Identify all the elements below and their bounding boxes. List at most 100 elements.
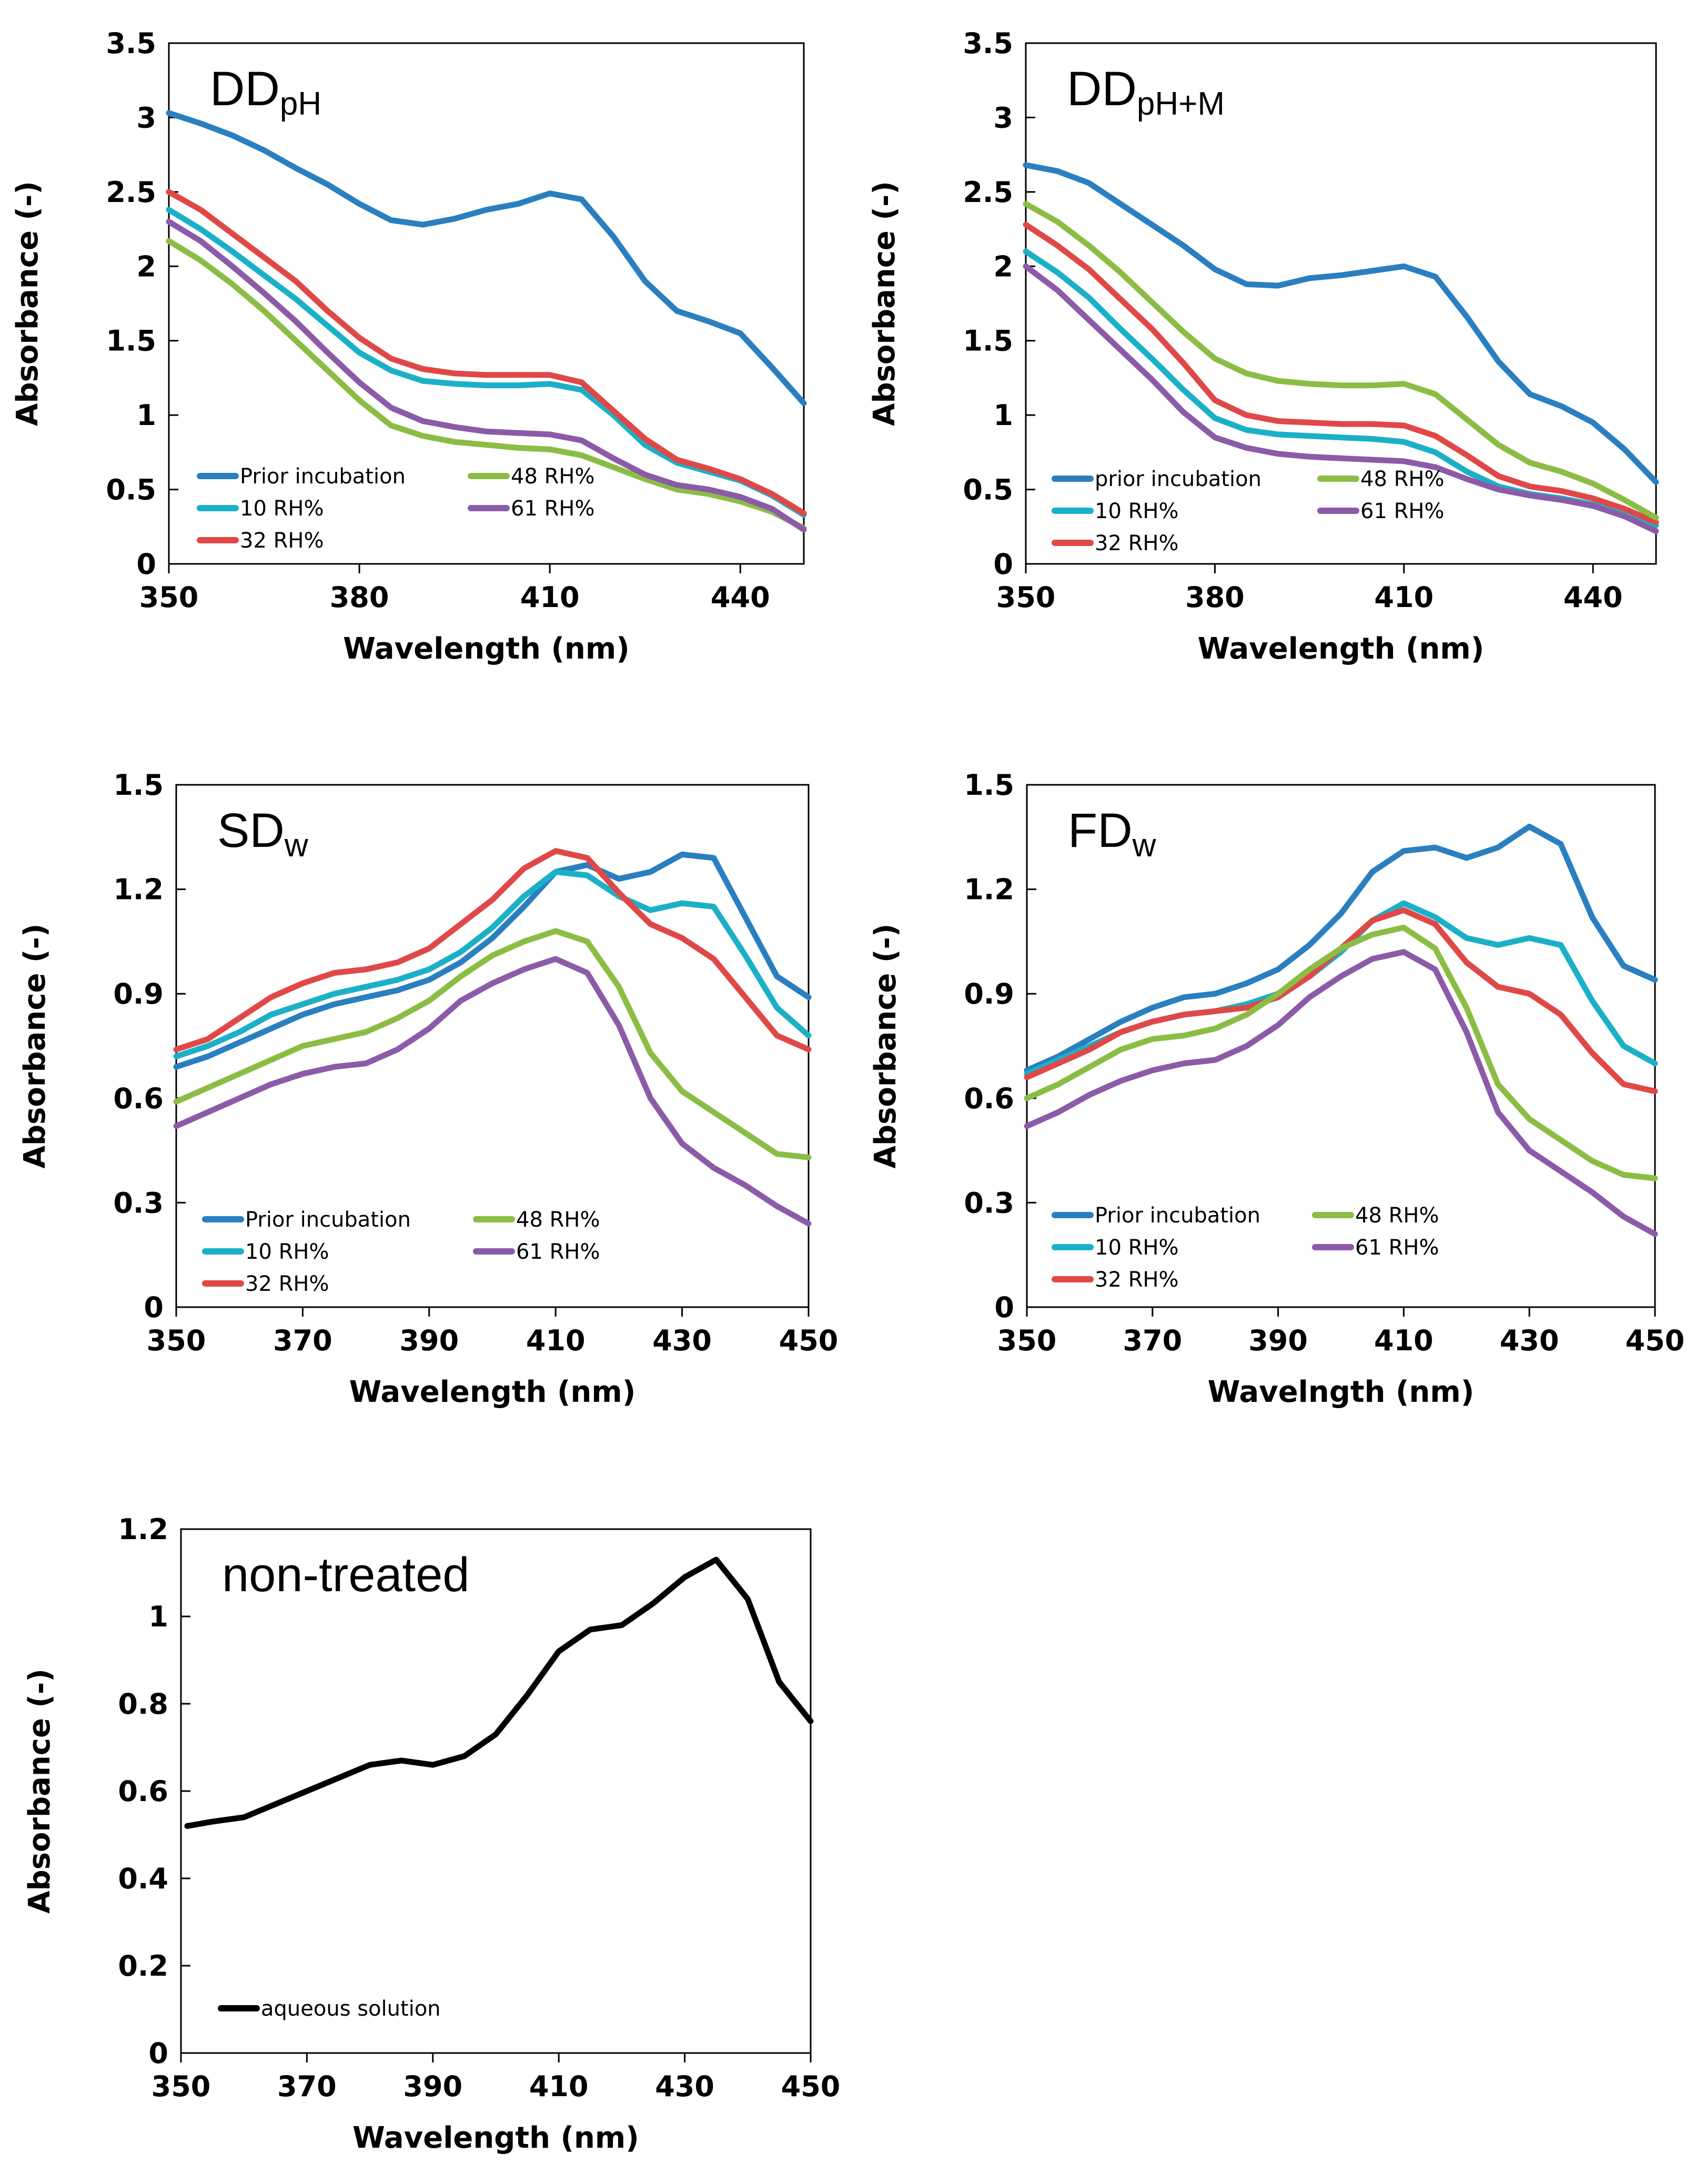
x-tick-label: 410 bbox=[520, 581, 580, 614]
legend-label: 10 RH% bbox=[240, 497, 324, 521]
x-tick-label: 380 bbox=[1185, 581, 1245, 614]
y-tick-label: 1.2 bbox=[113, 873, 164, 906]
y-axis-title: Absorbance (-) bbox=[869, 924, 903, 1169]
series-line-48-rh- bbox=[173, 928, 812, 1160]
legend-label: 32 RH% bbox=[1095, 1268, 1179, 1292]
y-tick-label: 1.5 bbox=[963, 325, 1013, 358]
y-tick-label: 1.2 bbox=[118, 1513, 168, 1546]
y-tick-label: 3.5 bbox=[963, 27, 1013, 60]
y-tick-label: 1 bbox=[136, 399, 156, 432]
y-axis-title: Absorbance (-) bbox=[867, 181, 902, 426]
panel-title: DDpH bbox=[210, 62, 321, 122]
y-tick-label: 0.3 bbox=[964, 1186, 1014, 1219]
x-tick-label: 350 bbox=[139, 581, 199, 614]
y-tick-label: 0.3 bbox=[113, 1186, 164, 1219]
legend-label: 61 RH% bbox=[511, 497, 595, 521]
x-tick-label: 390 bbox=[1248, 1324, 1308, 1357]
plot-frame bbox=[180, 1528, 812, 2054]
y-tick-label: 0.6 bbox=[964, 1082, 1014, 1115]
x-tick-label: 450 bbox=[781, 2070, 841, 2103]
legend-label: 48 RH% bbox=[1360, 467, 1445, 491]
x-axis-title: Wavelength (nm) bbox=[352, 2121, 639, 2155]
panel-title: DDpH+M bbox=[1067, 62, 1225, 122]
panel-title: FDw bbox=[1068, 804, 1156, 864]
x-tick-label: 430 bbox=[655, 2070, 714, 2103]
legend-label: 48 RH% bbox=[511, 464, 595, 489]
y-tick-label: 1.5 bbox=[964, 769, 1014, 802]
x-tick-label: 350 bbox=[152, 2070, 211, 2103]
legend-label: Prior incubation bbox=[240, 464, 406, 489]
chart-panel-4: 0 0.3 0.6 0.9 1.2 1.5 350 370 390 410 430 450 Waveln… bbox=[869, 769, 1684, 1409]
plot-frame bbox=[175, 784, 810, 1308]
legend-label: 32 RH% bbox=[240, 529, 324, 553]
x-tick-label: 350 bbox=[996, 581, 1056, 614]
y-tick-label: 1 bbox=[148, 1600, 168, 1633]
series-line-61-rh- bbox=[173, 956, 812, 1227]
y-tick-label: 3 bbox=[136, 101, 156, 134]
y-tick-label: 0.8 bbox=[118, 1687, 168, 1721]
y-tick-label: 2.5 bbox=[963, 176, 1013, 209]
legend-label: 32 RH% bbox=[1095, 531, 1179, 555]
legend: aqueous solution bbox=[218, 1997, 441, 2021]
y-tick-label: 1.2 bbox=[964, 873, 1014, 906]
legend: Prior incubation 10 RH% 32 RH% 48 RH% 61 RH% bbox=[202, 1208, 600, 1296]
y-tick-label: 0.6 bbox=[118, 1775, 168, 1808]
y-tick-label: 0.2 bbox=[118, 1949, 168, 1983]
panel-title: non-treated bbox=[222, 1548, 470, 1602]
x-tick-label: 390 bbox=[399, 1324, 459, 1357]
chart-panel-1: 0 0.5 1 1.5 2 2.5 3 3.5 350 380 410 440 Wavelength (… bbox=[11, 27, 807, 666]
series-line-32-rh- bbox=[1024, 907, 1658, 1095]
series-line-32-rh- bbox=[1023, 221, 1659, 525]
legend-label: 48 RH% bbox=[1355, 1204, 1439, 1228]
y-tick-label: 3.5 bbox=[106, 27, 156, 60]
y-tick-label: 0.6 bbox=[113, 1082, 164, 1115]
y-tick-label: 0 bbox=[144, 1291, 164, 1324]
series-line-aqueous-solution bbox=[184, 1556, 814, 1829]
x-tick-label: 380 bbox=[330, 581, 389, 614]
y-tick-label: 2 bbox=[136, 250, 156, 283]
legend: Prior incubation 10 RH% 32 RH% 48 RH% 61 RH% bbox=[1052, 1204, 1439, 1292]
y-tick-label: 0.5 bbox=[106, 473, 156, 507]
series-line-48-rh- bbox=[1024, 924, 1658, 1181]
y-tick-label: 0.5 bbox=[963, 473, 1013, 507]
y-tick-label: 0.9 bbox=[113, 977, 164, 1010]
series-line-prior-incubation bbox=[1023, 162, 1659, 485]
y-tick-label: 0.4 bbox=[118, 1862, 168, 1895]
y-axis-title: Absorbance (-) bbox=[18, 924, 52, 1169]
x-tick-label: 410 bbox=[1374, 581, 1433, 614]
y-axis-title: Absorbance (-) bbox=[11, 181, 45, 426]
chart-panel-3: 0 0.3 0.6 0.9 1.2 1.5 350 370 390 410 430 450 Wavele… bbox=[18, 769, 838, 1409]
series-line-prior-incubation bbox=[166, 110, 807, 406]
series-line-61-rh- bbox=[166, 218, 807, 533]
panel-title: SDw bbox=[217, 804, 308, 864]
x-axis-title: Wavelength (nm) bbox=[343, 632, 630, 666]
y-tick-label: 1 bbox=[993, 399, 1013, 432]
legend: prior incubation 10 RH% 32 RH% 48 RH% 61 RH% bbox=[1052, 467, 1445, 555]
x-tick-label: 370 bbox=[1123, 1324, 1182, 1357]
series-line-prior-incubation bbox=[173, 851, 812, 1070]
plot-frame bbox=[1025, 42, 1657, 565]
x-tick-label: 450 bbox=[1626, 1324, 1685, 1357]
legend-label: 61 RH% bbox=[1355, 1236, 1439, 1260]
x-axis-title: Wavelength (nm) bbox=[1198, 632, 1485, 666]
x-axis-title: Wavelength (nm) bbox=[349, 1375, 636, 1409]
legend-label: Prior incubation bbox=[245, 1208, 411, 1232]
series-line-32-rh- bbox=[166, 189, 807, 517]
series-line-prior-incubation bbox=[1024, 823, 1658, 1074]
x-tick-label: 370 bbox=[273, 1324, 332, 1357]
x-tick-label: 390 bbox=[403, 2070, 462, 2103]
x-tick-label: 410 bbox=[526, 1324, 585, 1357]
legend-label: 10 RH% bbox=[245, 1240, 329, 1264]
y-tick-label: 0 bbox=[994, 1291, 1014, 1324]
x-tick-label: 370 bbox=[277, 2070, 337, 2103]
legend-label: 48 RH% bbox=[516, 1208, 600, 1232]
x-tick-label: 440 bbox=[711, 581, 770, 614]
legend-label: prior incubation bbox=[1095, 467, 1261, 491]
legend-label: 32 RH% bbox=[245, 1272, 329, 1296]
series-line-48-rh- bbox=[166, 238, 807, 531]
series-line-10-rh- bbox=[173, 869, 812, 1059]
x-axis-title: Wavelngth (nm) bbox=[1208, 1375, 1475, 1409]
x-tick-label: 410 bbox=[529, 2070, 589, 2103]
series-line-48-rh- bbox=[1023, 201, 1659, 521]
